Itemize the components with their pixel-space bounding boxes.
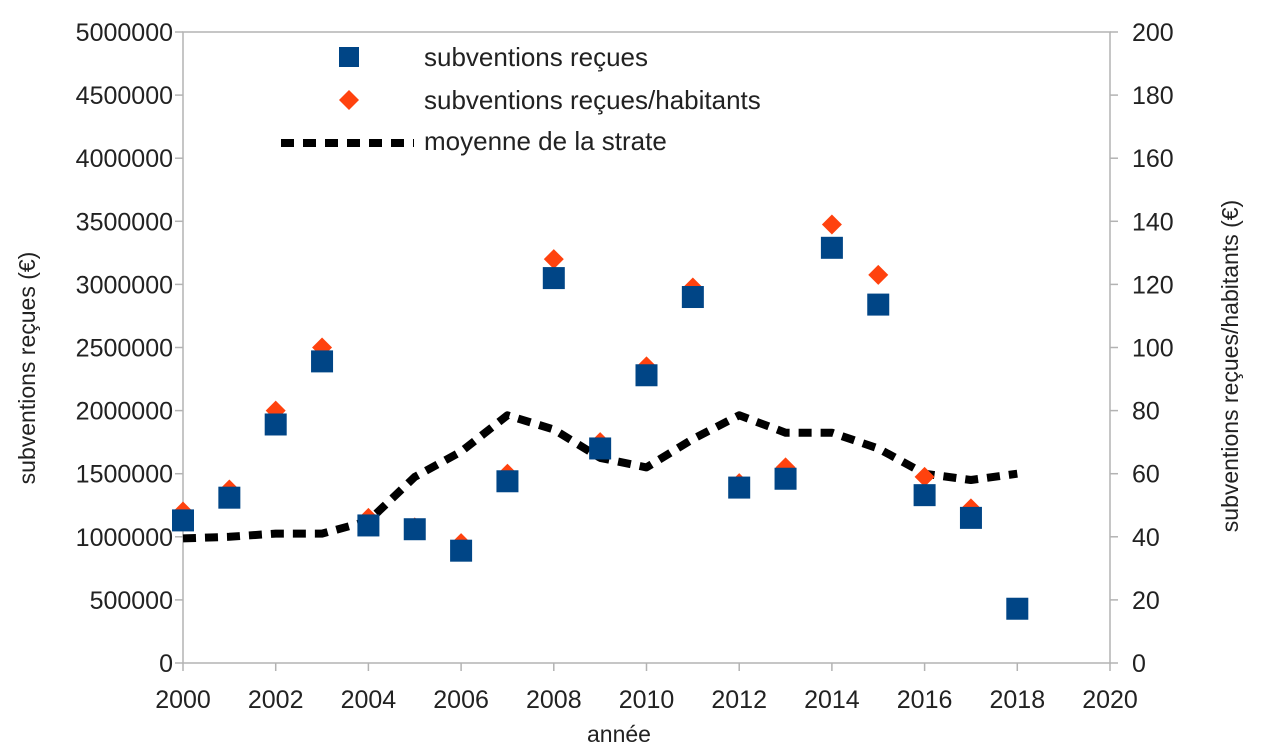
y-right-tick-label: 200	[1132, 19, 1174, 47]
y-right-tick-label: 160	[1132, 145, 1174, 173]
x-tick-label: 2012	[711, 686, 767, 714]
legend-marker-diamond	[339, 90, 359, 110]
x-tick-label: 2020	[1082, 686, 1138, 714]
square-point	[635, 364, 658, 387]
y-right-tick-label: 0	[1132, 650, 1146, 678]
legend-label-moyenne-de-la-strate: moyenne de la strate	[424, 126, 667, 156]
y-left-tick-label: 4000000	[76, 145, 173, 173]
y-left-tick-label: 3500000	[76, 208, 173, 236]
y-left-tick-labels: 0 500000 1000000 1500000 2000000 2500000 30000…	[76, 19, 183, 678]
x-tick-label: 2004	[341, 686, 397, 714]
y-left-tick-label: 0	[159, 650, 173, 678]
square-point	[311, 350, 334, 373]
y-right-tick-label: 180	[1132, 82, 1174, 110]
y-right-tick-label: 80	[1132, 398, 1160, 426]
square-point	[542, 267, 565, 290]
legend: subventions reçues subventions reçues/ha…	[281, 42, 761, 156]
y-right-tick-labels: 0 20 40 60 80 100 120 140 160 180 200	[1110, 19, 1174, 678]
square-point	[496, 470, 519, 493]
square-point	[959, 506, 982, 529]
y-right-axis-title: subventions reçues/habitants (€)	[1217, 200, 1243, 532]
square-point	[172, 509, 194, 532]
x-tick-label: 2016	[897, 686, 953, 714]
x-axis-title: année	[587, 721, 651, 747]
diamond-point	[821, 214, 842, 235]
square-point	[264, 413, 287, 436]
y-left-tick-label: 4500000	[76, 82, 173, 110]
x-tick-labels: 2000 2002 2004 2006 2008 2010 2012 2014 2016 2018…	[155, 663, 1138, 714]
square-point	[403, 518, 426, 541]
x-tick-label: 2014	[804, 686, 860, 714]
square-point	[589, 437, 612, 460]
x-tick-label: 2002	[248, 686, 304, 714]
legend-label-subventions-recues: subventions reçues	[424, 42, 648, 72]
y-left-tick-label: 2000000	[76, 398, 173, 426]
y-right-tick-label: 120	[1132, 271, 1174, 299]
square-point	[681, 286, 704, 309]
legend-marker-square	[339, 47, 359, 67]
y-right-tick-label: 140	[1132, 208, 1174, 236]
y-left-tick-label: 500000	[90, 587, 173, 615]
x-tick-label: 2006	[433, 686, 489, 714]
y-left-tick-label: 3000000	[76, 271, 173, 299]
square-point	[450, 539, 473, 562]
x-tick-label: 2008	[526, 686, 582, 714]
square-point	[774, 467, 797, 490]
y-left-tick-label: 1000000	[76, 524, 173, 552]
y-left-axis-title: subventions reçues (€)	[14, 252, 40, 485]
square-point	[728, 476, 751, 499]
plot-area	[182, 31, 1111, 664]
square-point	[1006, 597, 1029, 620]
y-left-tick-label: 5000000	[76, 19, 173, 47]
series-subventions-recues	[172, 236, 1029, 620]
square-point	[867, 293, 890, 316]
square-point	[357, 514, 380, 537]
y-right-tick-label: 100	[1132, 335, 1174, 363]
y-left-tick-label: 1500000	[76, 461, 173, 489]
y-right-tick-label: 60	[1132, 461, 1160, 489]
y-right-tick-label: 40	[1132, 524, 1160, 552]
y-right-tick-label: 20	[1132, 587, 1160, 615]
square-point	[820, 236, 843, 259]
diamond-point	[868, 264, 889, 285]
x-tick-label: 2018	[989, 686, 1045, 714]
legend-label-subventions-par-habitant: subventions reçues/habitants	[424, 85, 761, 115]
diamond-point	[543, 249, 564, 270]
square-point	[913, 484, 936, 507]
x-tick-label: 2000	[155, 686, 211, 714]
diamond-point	[914, 466, 935, 487]
square-point	[218, 486, 241, 509]
x-tick-label: 2010	[619, 686, 675, 714]
y-left-tick-label: 2500000	[76, 335, 173, 363]
